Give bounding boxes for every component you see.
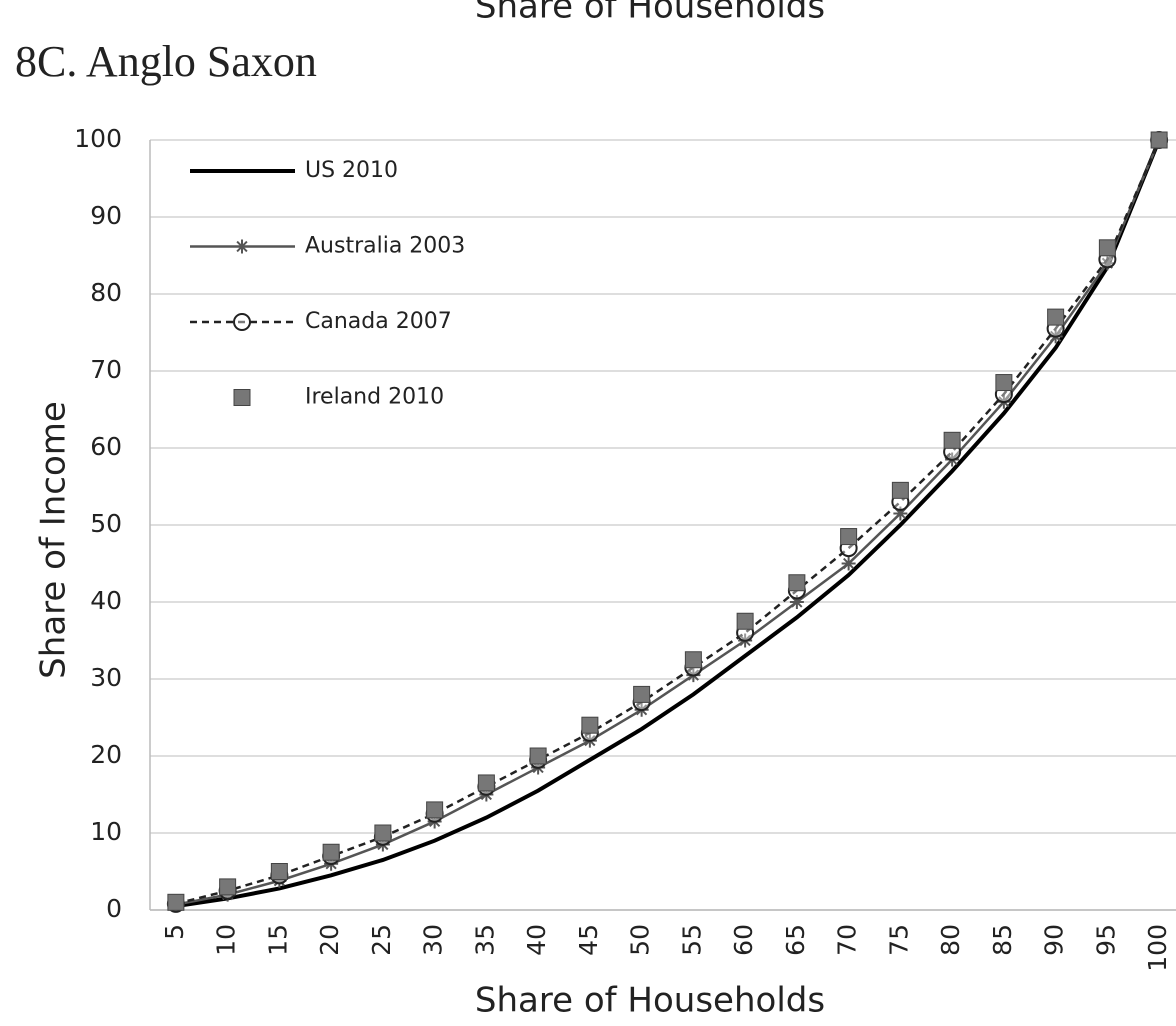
point <box>374 824 392 842</box>
point <box>943 431 961 449</box>
x-tick-label: 90 <box>1040 924 1069 956</box>
x-tick-label: 40 <box>522 924 551 956</box>
point <box>1150 131 1168 149</box>
point <box>581 716 599 734</box>
x-tick-label: 30 <box>419 924 448 956</box>
point <box>426 801 444 819</box>
point <box>995 374 1013 392</box>
y-tick-label: 10 <box>90 817 122 846</box>
x-tick-label: 50 <box>626 924 655 956</box>
x-tick-label: 55 <box>677 924 706 956</box>
point <box>789 595 804 609</box>
x-tick-label: 95 <box>1091 924 1120 956</box>
y-tick-label: 60 <box>90 432 122 461</box>
point <box>841 556 856 571</box>
y-tick-label: 40 <box>90 586 122 615</box>
x-tick-label: 25 <box>367 924 396 956</box>
legend-label: US 2010 <box>305 158 398 183</box>
x-tick-label: 20 <box>315 924 344 956</box>
clipped-caption: Share of Households <box>475 0 825 27</box>
x-tick-label: 45 <box>574 924 603 956</box>
y-tick-label: 90 <box>90 201 122 230</box>
y-tick-label: 80 <box>90 278 122 307</box>
point <box>736 612 754 630</box>
x-tick-label: 5 <box>160 924 189 940</box>
series-line <box>175 139 1161 906</box>
y-tick-label: 0 <box>106 894 122 923</box>
point <box>684 651 702 669</box>
point <box>1098 239 1116 257</box>
x-axis-label: Share of Households <box>475 981 825 1021</box>
point <box>272 873 287 888</box>
x-tick-label: 60 <box>729 924 758 956</box>
point <box>840 528 858 546</box>
point <box>1047 308 1065 326</box>
series-line <box>175 139 1161 906</box>
point <box>1100 256 1115 271</box>
x-tick-label: 85 <box>988 924 1017 956</box>
legend-label: Ireland 2010 <box>305 385 444 410</box>
y-tick-label: 100 <box>74 124 122 153</box>
x-tick-label: 65 <box>781 924 810 956</box>
point <box>322 843 340 861</box>
x-tick-label: 35 <box>470 924 499 956</box>
x-tick-label: 10 <box>212 924 241 956</box>
x-tick-label: 70 <box>833 924 862 956</box>
legend-marker <box>235 239 249 254</box>
x-tick-label: 80 <box>936 924 965 956</box>
legend-marker <box>233 313 251 331</box>
legend-marker <box>233 389 251 406</box>
y-tick-label: 50 <box>90 509 122 538</box>
point <box>270 863 288 880</box>
x-tick-label: 75 <box>884 924 913 956</box>
point <box>788 574 806 592</box>
y-axis-label: Share of Income <box>34 401 74 679</box>
point <box>167 893 185 911</box>
legend-label: Australia 2003 <box>305 234 465 259</box>
y-tick-label: 20 <box>90 740 122 769</box>
x-tick-label: 15 <box>263 924 292 956</box>
chart-title: 8C. Anglo Saxon <box>15 37 317 86</box>
point <box>529 747 547 765</box>
point <box>633 685 651 703</box>
y-tick-label: 30 <box>90 663 122 692</box>
point <box>477 774 495 792</box>
point <box>891 481 909 499</box>
point <box>893 506 908 521</box>
y-tick-label: 70 <box>90 355 122 384</box>
point <box>219 878 237 896</box>
series-line <box>175 139 1161 909</box>
x-tick-label: 100 <box>1143 924 1172 972</box>
legend-label: Canada 2007 <box>305 309 452 334</box>
